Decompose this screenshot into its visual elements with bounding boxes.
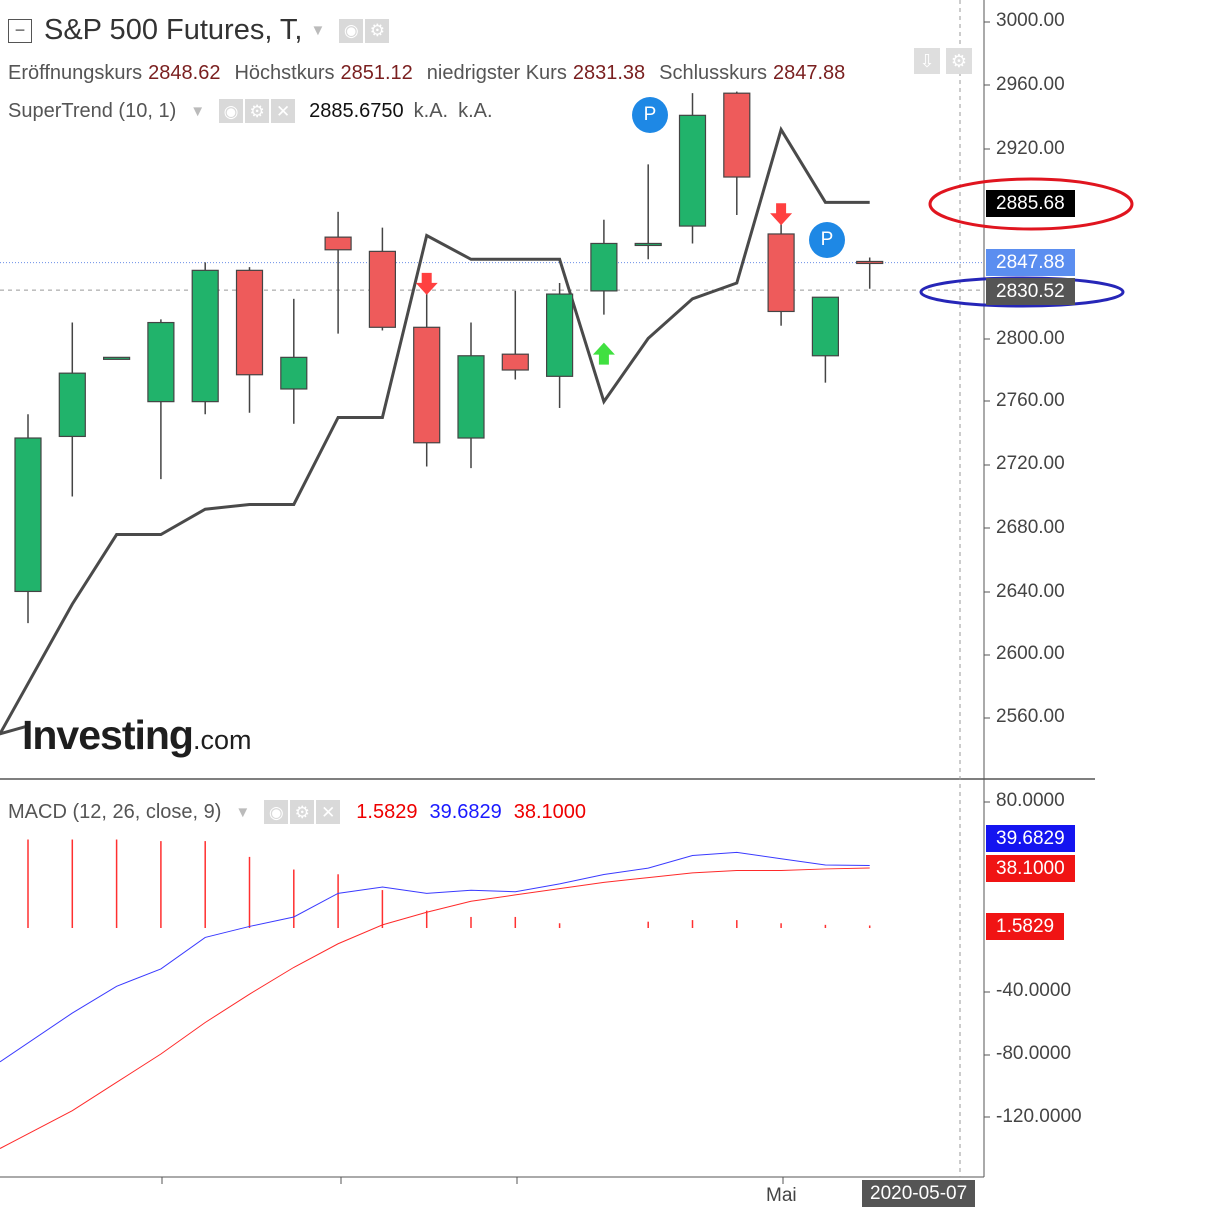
supertrend-label: SuperTrend (10, 1): [8, 99, 177, 122]
macd-axis-label: 80.0000: [996, 790, 1065, 811]
x-axis-label-month: Mai: [766, 1185, 797, 1206]
price-axis-label: 2680.00: [996, 517, 1065, 538]
candle-body: [58, 372, 86, 438]
collapse-icon[interactable]: −: [8, 18, 32, 43]
candle-body: [235, 269, 264, 376]
candle-body: [723, 92, 751, 178]
visibility-icon[interactable]: ◉: [219, 99, 244, 123]
highlight-ellipse-red: [928, 177, 1134, 231]
macd-hist-value: 1.5829: [356, 800, 418, 823]
candle-body: [102, 356, 131, 360]
buy-arrow-icon: [592, 342, 615, 365]
gear-icon[interactable]: ⚙: [365, 18, 390, 43]
high-value: 2851.12: [340, 62, 413, 84]
macd-axis-label: -40.0000: [996, 980, 1072, 1001]
candle-body: [767, 233, 795, 313]
macd-line-value: 39.6829: [429, 800, 502, 823]
close-value: 2847.88: [772, 62, 846, 84]
candle-body: [678, 114, 707, 227]
p-marker-icon[interactable]: P: [809, 222, 845, 258]
macd-axis-label: -120.0000: [996, 1106, 1082, 1127]
sell-arrow-icon: [770, 203, 793, 226]
candle-body: [14, 437, 42, 593]
crosshair-price-tag: 2830.52: [986, 278, 1075, 305]
candle-body: [811, 296, 840, 357]
candle-body: [501, 353, 529, 371]
gear-icon[interactable]: ⚙: [245, 99, 270, 123]
high-label: Höchstkurs: [234, 62, 335, 84]
chart-title: S&P 500 Futures, T,: [44, 14, 303, 46]
price-axis-label: 2640.00: [996, 581, 1065, 602]
low-value: 2831.38: [572, 62, 646, 84]
chart-title-row: − S&P 500 Futures, T, ▼ ◉ ⚙: [8, 14, 390, 47]
supertrend-na-2: k.A.: [458, 99, 493, 122]
candle-body: [457, 355, 485, 439]
chevron-down-icon[interactable]: ▼: [235, 803, 251, 821]
open-value: 2848.62: [148, 62, 221, 84]
macd-axis-label: -80.0000: [996, 1043, 1072, 1064]
macd-hist-tag: 1.5829: [986, 913, 1065, 940]
chevron-down-icon[interactable]: ▼: [310, 22, 326, 39]
price-axis-label: 2560.00: [996, 706, 1065, 727]
supertrend-line: [0, 125, 870, 736]
chart-toolbar: ⇩ ⚙: [914, 48, 972, 74]
price-axis-label: 2720.00: [996, 453, 1065, 474]
close-icon[interactable]: ✕: [271, 99, 296, 123]
price-axis-label: 2960.00: [996, 74, 1065, 95]
candle-body: [368, 250, 396, 328]
signal-line: [0, 867, 870, 1149]
visibility-icon[interactable]: ◉: [264, 800, 289, 824]
supertrend-value: 2885.6750: [309, 99, 404, 122]
visibility-icon[interactable]: ◉: [339, 18, 364, 43]
candle-body: [147, 321, 175, 403]
close-icon[interactable]: ✕: [316, 800, 341, 824]
open-label: Eröffnungskurs: [8, 62, 143, 84]
low-label: niedrigster Kurs: [426, 62, 567, 84]
supertrend-legend: SuperTrend (10, 1) ▼ ◉ ⚙ ✕ 2885.6750 k.A…: [8, 99, 493, 123]
candle-body: [590, 242, 618, 292]
price-axis-label: 2920.00: [996, 138, 1065, 159]
macd-signal-tag: 38.1000: [986, 855, 1075, 882]
macd-legend: MACD (12, 26, close, 9) ▼ ◉ ⚙ ✕ 1.5829 3…: [8, 800, 586, 824]
candle-body: [191, 269, 219, 403]
candle-body: [280, 356, 308, 390]
macd-line-tag: 39.6829: [986, 825, 1075, 852]
chevron-down-icon[interactable]: ▼: [190, 102, 206, 120]
sell-arrow-icon: [415, 272, 438, 295]
supertrend-price-tag: 2885.68: [986, 190, 1075, 217]
macd-line: [0, 851, 870, 1063]
price-axis-label: 2760.00: [996, 390, 1065, 411]
last-price-tag: 2847.88: [986, 249, 1075, 276]
candle-body: [324, 236, 352, 251]
download-icon[interactable]: ⇩: [914, 48, 940, 74]
price-axis-label: 3000.00: [996, 10, 1065, 31]
price-axis-label: 2800.00: [996, 328, 1065, 349]
candle-body: [634, 242, 662, 247]
candle-body: [413, 326, 441, 444]
p-marker-icon[interactable]: P: [632, 97, 668, 133]
macd-label: MACD (12, 26, close, 9): [8, 800, 222, 823]
price-axis-label: 2600.00: [996, 643, 1065, 664]
close-label: Schlusskurs: [659, 62, 767, 84]
macd-signal-value: 38.1000: [513, 800, 587, 823]
gear-icon[interactable]: ⚙: [290, 800, 315, 824]
candle-body: [856, 260, 884, 265]
candle-body: [545, 293, 574, 377]
cursor-date-tag: 2020-05-07: [862, 1180, 976, 1207]
settings-icon[interactable]: ⚙: [946, 48, 972, 74]
ohlc-legend: Eröffnungskurs 2848.62 Höchstkurs 2851.1…: [8, 62, 859, 85]
investing-logo: Investing.com: [22, 712, 252, 759]
supertrend-na-1: k.A.: [413, 99, 449, 122]
logo-suffix: .com: [192, 725, 252, 755]
logo-text: Investing: [22, 712, 194, 758]
